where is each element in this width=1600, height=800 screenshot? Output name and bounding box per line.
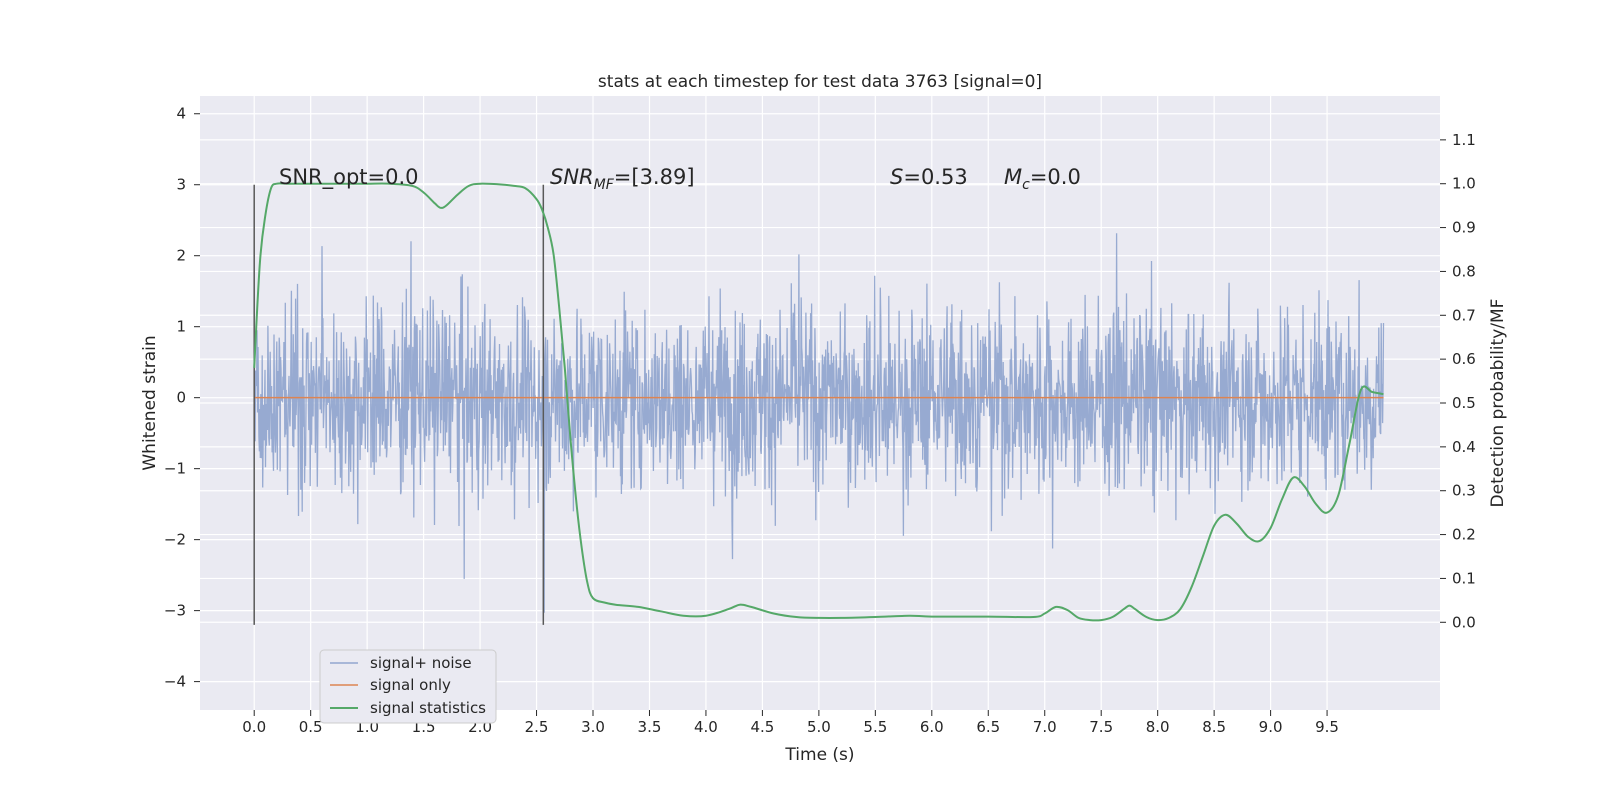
annotations: SNR_opt=0.0 SNRMF=[3.89] S=0.53 Mc=0.0: [279, 165, 1081, 193]
y-axis-right-label: Detection probability/MF: [1488, 299, 1508, 508]
y-tick-label: 1: [176, 318, 186, 336]
x-axis-label: Time (s): [784, 745, 854, 765]
mc-value: =0.0: [1030, 165, 1081, 189]
x-tick-label: 0.0: [242, 718, 266, 736]
y-axis-label: Whitened strain: [140, 335, 160, 470]
y-right-tick-label: 0.2: [1452, 526, 1476, 544]
y-right-tick-label: 0.0: [1452, 613, 1476, 631]
y-tick-label: 4: [176, 105, 186, 123]
x-tick-label: 0.5: [299, 718, 323, 736]
mc-subscript: c: [1022, 177, 1030, 193]
chart-title: stats at each timestep for test data 376…: [598, 72, 1042, 92]
y-right-tick-label: 0.8: [1452, 262, 1476, 280]
legend-label-signal-only: signal only: [370, 676, 451, 694]
x-tick-label: 7.0: [1033, 718, 1057, 736]
y-right-tick-label: 0.7: [1452, 306, 1476, 324]
x-tick-label: 6.5: [976, 718, 1000, 736]
snr-mf-annotation: SNRMF=[3.89]: [550, 165, 695, 193]
y-right-tick-label: 0.6: [1452, 350, 1476, 368]
y-tick-label: −1: [164, 460, 186, 478]
x-tick-label: 4.0: [694, 718, 718, 736]
s-label: S: [890, 165, 903, 189]
x-tick-label: 6.0: [920, 718, 944, 736]
y-right-tick-label: 0.5: [1452, 394, 1476, 412]
vertical-markers: [253, 184, 545, 625]
legend-label-signal-noise: signal+ noise: [370, 654, 472, 672]
y-tick-label: 3: [176, 176, 186, 194]
x-tick-label: 5.0: [807, 718, 831, 736]
y-tick-label: −2: [164, 531, 186, 549]
mc-annotation: Mc=0.0: [1004, 165, 1081, 193]
y-right-tick-label: 0.1: [1452, 569, 1476, 587]
y-tick-label: 2: [176, 247, 186, 265]
s-annotation: S=0.53: [890, 165, 968, 189]
x-tick-label: 2.5: [525, 718, 549, 736]
y-tick-label: −4: [164, 673, 186, 691]
signal-plus-noise-series: [253, 233, 1385, 613]
axis-ticks: 0.0 0.5 1.0 1.5 2.0 2.5 3.0 3.5 4.0 4.5 5.0 5.5 6.0 6…: [164, 105, 1476, 736]
signal-statistics-series: [253, 182, 1384, 622]
y-right-tick-label: 1.0: [1452, 175, 1476, 193]
x-tick-label: 3.5: [638, 718, 662, 736]
x-tick-label: 7.5: [1089, 718, 1113, 736]
y-tick-label: 0: [176, 389, 186, 407]
x-tick-label: 3.0: [581, 718, 605, 736]
y-tick-label: −3: [164, 602, 186, 620]
snr-mf-label: SNR: [550, 165, 594, 189]
y-right-tick-label: 1.1: [1452, 131, 1476, 149]
y-right-tick-label: 0.9: [1452, 219, 1476, 237]
x-tick-label: 5.5: [863, 718, 887, 736]
legend-box: [319, 649, 497, 724]
snr-opt-annotation: SNR_opt=0.0: [279, 165, 419, 190]
signal-plus-noise-line: [253, 233, 1385, 613]
x-tick-label: 8.0: [1146, 718, 1170, 736]
y-right-tick-label: 0.4: [1452, 438, 1476, 456]
x-tick-label: 8.5: [1202, 718, 1226, 736]
legend-label-signal-statistics: signal statistics: [370, 699, 486, 717]
x-tick-label: 9.5: [1315, 718, 1339, 736]
legend: signal+ noise signal only signal statist…: [319, 649, 497, 724]
x-tick-label: 4.5: [750, 718, 774, 736]
s-value: =0.53: [903, 165, 967, 189]
x-tick-label: 9.0: [1259, 718, 1283, 736]
snr-mf-subscript: MF: [594, 177, 615, 193]
y-right-tick-label: 0.3: [1452, 482, 1476, 500]
snr-mf-value: =[3.89]: [614, 165, 695, 189]
mc-label: M: [1004, 165, 1022, 189]
